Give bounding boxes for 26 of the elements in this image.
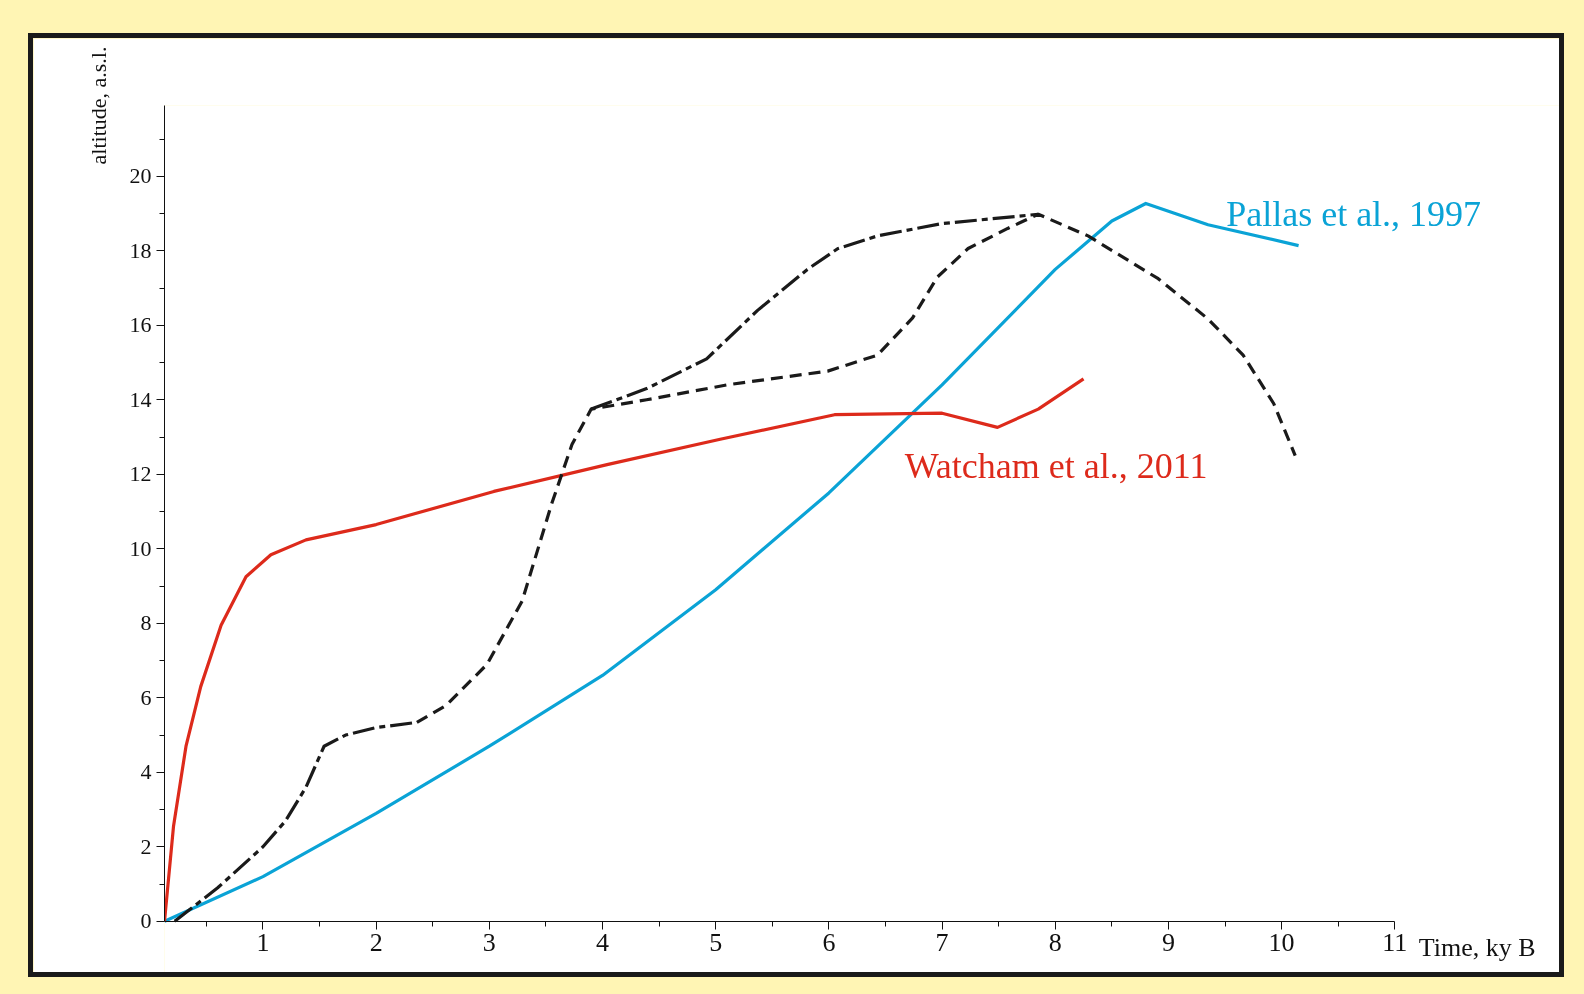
x-tick-label: 6 — [822, 928, 836, 958]
y-tick-label: 10 — [129, 535, 152, 561]
x-tick-label: 1 — [256, 928, 270, 958]
y-tick-label: 12 — [129, 461, 152, 487]
y-tick-label: 14 — [129, 386, 152, 412]
x-tick-label: 9 — [1161, 928, 1175, 958]
series-label: Pallas et al., 1997 — [1226, 193, 1482, 234]
y-tick-label: 16 — [129, 312, 152, 338]
y-tick-label: 4 — [140, 759, 152, 785]
x-tick-label: 7 — [935, 928, 949, 958]
x-tick-label: 3 — [482, 928, 496, 958]
y-tick-label: 6 — [140, 684, 152, 710]
y-axis-title: altitude, a.s.l. — [85, 46, 111, 165]
x-axis-title: Time, ky B — [1418, 933, 1536, 963]
x-tick-label: 5 — [709, 928, 723, 958]
y-tick-label: 0 — [140, 908, 152, 934]
y-tick-label: 18 — [129, 237, 152, 263]
y-tick-label: 2 — [140, 833, 152, 859]
x-tick-label: 4 — [596, 928, 610, 958]
y-tick-label: 20 — [129, 163, 152, 189]
y-tick-label: 8 — [140, 610, 152, 636]
series-label: Watcham et al., 2011 — [904, 446, 1208, 487]
x-tick-label: 10 — [1268, 928, 1295, 958]
x-tick-label: 8 — [1048, 928, 1062, 958]
x-tick-label: 2 — [369, 928, 383, 958]
x-tick-label: 11 — [1382, 928, 1408, 958]
